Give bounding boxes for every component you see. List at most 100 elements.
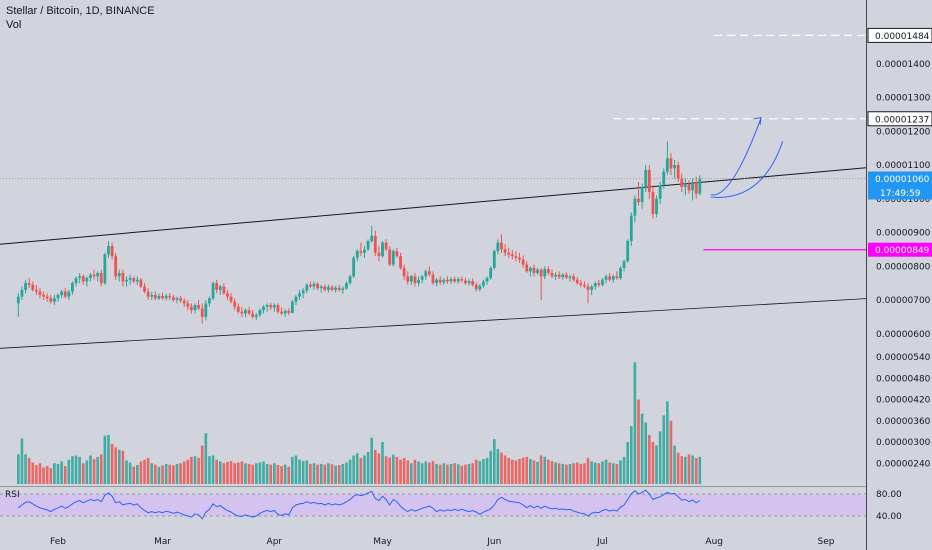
candle bbox=[49, 294, 53, 304]
price-tag-target-high-bg bbox=[867, 27, 932, 43]
candle bbox=[485, 276, 489, 285]
candle-body bbox=[276, 305, 280, 312]
volume-bar bbox=[687, 454, 691, 484]
candle-body bbox=[435, 279, 438, 284]
candle bbox=[579, 279, 583, 288]
volume-bar bbox=[24, 454, 27, 484]
candle-body bbox=[489, 267, 493, 279]
time-axis[interactable]: Feb Mar Apr May Jun Jul Aug Sep bbox=[50, 537, 835, 547]
candle-body bbox=[150, 294, 154, 297]
volume-bar bbox=[496, 449, 500, 484]
projection-arrowhead bbox=[754, 117, 762, 125]
candle-body bbox=[370, 235, 374, 241]
candle bbox=[171, 294, 175, 302]
candle-body bbox=[186, 303, 190, 307]
candle bbox=[16, 293, 20, 317]
volume-bar bbox=[168, 464, 172, 484]
candle bbox=[56, 293, 60, 302]
candle bbox=[81, 274, 85, 285]
volume-axis-label: 0.00000240 bbox=[876, 459, 931, 469]
volume-bar bbox=[611, 463, 615, 484]
candle-body bbox=[658, 185, 662, 199]
volume-bar bbox=[633, 362, 637, 484]
candle bbox=[117, 269, 121, 282]
candle-body bbox=[583, 284, 586, 287]
candle bbox=[608, 273, 612, 282]
candle bbox=[52, 294, 56, 306]
candle bbox=[258, 308, 262, 317]
candle bbox=[99, 269, 103, 287]
candle bbox=[561, 273, 565, 280]
candle bbox=[359, 242, 363, 257]
candle-body bbox=[99, 273, 103, 284]
candle bbox=[615, 271, 619, 280]
candle-body bbox=[550, 273, 554, 277]
candle bbox=[503, 244, 507, 257]
projection-curve-high bbox=[710, 117, 762, 196]
candle-body bbox=[298, 293, 301, 297]
candle-body bbox=[182, 300, 186, 304]
candle bbox=[619, 266, 622, 280]
candle-body bbox=[233, 301, 237, 307]
volume-bar bbox=[417, 461, 420, 484]
candle-body bbox=[633, 198, 637, 216]
candle bbox=[327, 284, 330, 293]
candle-body bbox=[85, 278, 89, 282]
candle-body bbox=[229, 296, 233, 302]
candle bbox=[557, 271, 561, 280]
candle bbox=[175, 296, 179, 304]
volume-bar bbox=[190, 456, 193, 484]
volume-bar bbox=[395, 456, 399, 484]
volume-bar bbox=[67, 459, 71, 484]
volume-bar bbox=[125, 460, 128, 484]
volume-bar bbox=[211, 455, 215, 484]
candle bbox=[146, 288, 150, 300]
candle bbox=[168, 293, 172, 300]
volume-bar bbox=[666, 401, 669, 484]
candle-body bbox=[262, 306, 265, 311]
candle-body bbox=[384, 242, 388, 250]
volume-bar bbox=[305, 460, 309, 484]
candle bbox=[308, 281, 312, 289]
candle-body bbox=[442, 279, 446, 283]
volume-bar bbox=[438, 464, 442, 484]
candle-body bbox=[694, 181, 698, 194]
candle bbox=[388, 246, 392, 267]
volume-bar bbox=[482, 459, 485, 484]
candle-body bbox=[161, 295, 164, 299]
candle bbox=[601, 278, 604, 287]
candle-body bbox=[38, 291, 42, 295]
price-axis[interactable]: 0.00001600 0.00001400 0.00001300 0.00001200… bbox=[876, 0, 931, 522]
candle-body bbox=[81, 276, 85, 282]
candle bbox=[633, 195, 637, 223]
candle-body bbox=[244, 310, 247, 314]
candle bbox=[449, 277, 453, 284]
symbol-header[interactable]: Stellar / Bitcoin, 1D, BINANCE bbox=[6, 5, 155, 17]
volume-bar bbox=[330, 464, 334, 484]
volume-bar bbox=[236, 462, 240, 484]
volume-bar bbox=[511, 459, 514, 484]
upper-trendline bbox=[0, 167, 867, 245]
candle-body bbox=[355, 251, 359, 258]
candle-body bbox=[117, 273, 121, 277]
candle-body bbox=[348, 276, 352, 284]
candle bbox=[143, 283, 146, 294]
candle-body bbox=[190, 306, 193, 311]
volume-bar bbox=[597, 463, 601, 484]
volume-bar bbox=[615, 463, 619, 484]
candle bbox=[276, 303, 280, 314]
candle bbox=[96, 271, 100, 282]
volume-bar bbox=[38, 463, 42, 484]
candle bbox=[236, 303, 240, 314]
candle-body bbox=[121, 273, 125, 282]
volume-bar bbox=[521, 457, 525, 484]
candle-body bbox=[665, 158, 669, 172]
candle bbox=[366, 239, 370, 252]
candle-body bbox=[687, 183, 691, 191]
candle-body bbox=[197, 305, 201, 309]
candle bbox=[103, 252, 107, 285]
candle bbox=[586, 283, 590, 304]
candle bbox=[301, 288, 305, 299]
volume-bar bbox=[669, 420, 673, 484]
